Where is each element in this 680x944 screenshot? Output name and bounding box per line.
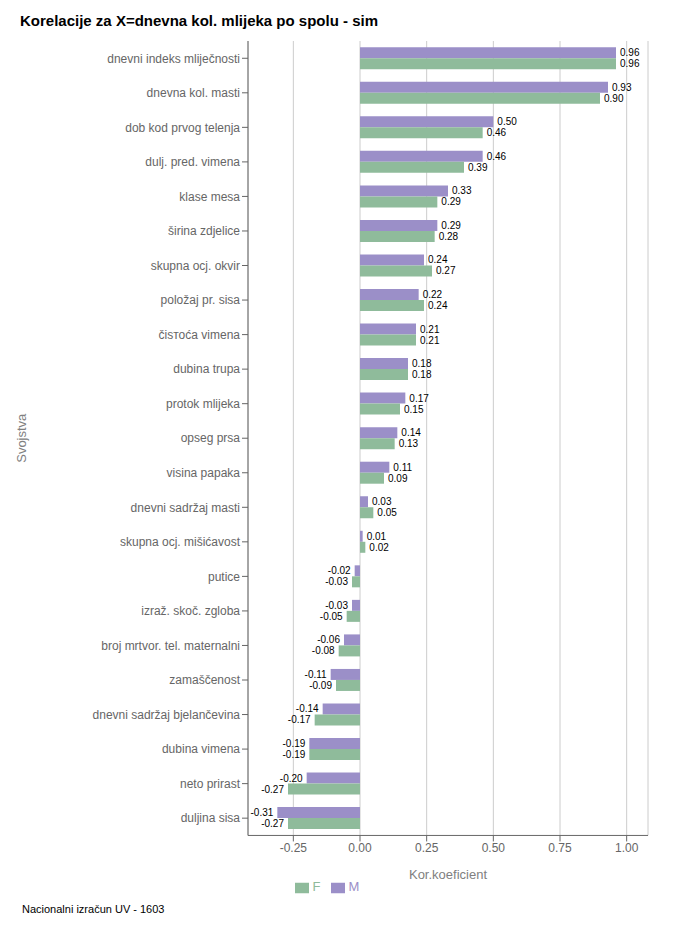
svg-text:0.03: 0.03 (372, 496, 392, 507)
svg-text:-0.27: -0.27 (261, 784, 284, 795)
svg-text:opseg prsa: opseg prsa (181, 431, 241, 445)
svg-text:broj mrtvor. tel. maternalni: broj mrtvor. tel. maternalni (101, 639, 240, 653)
svg-text:0.11: 0.11 (393, 462, 412, 473)
svg-text:dnevni indeks mliječnosti: dnevni indeks mliječnosti (107, 52, 240, 66)
svg-text:zamaščenost: zamaščenost (169, 673, 240, 687)
svg-text:Kor.koeficient: Kor.koeficient (409, 867, 487, 882)
svg-text:dnevni sadržaj bjelančevina: dnevni sadržaj bjelančevina (93, 708, 241, 722)
svg-text:dulj. pred. vimena: dulj. pred. vimena (145, 155, 240, 169)
svg-text:0.21: 0.21 (420, 324, 440, 335)
svg-text:čisтоća vimena: čisтоća vimena (159, 328, 241, 342)
svg-text:-0.17: -0.17 (288, 714, 311, 725)
svg-text:0.02: 0.02 (369, 542, 389, 553)
svg-text:0.25: 0.25 (415, 841, 439, 855)
html-text:F: F (312, 879, 321, 895)
svg-text:dubina trupa: dubina trupa (173, 362, 240, 376)
svg-text:dubina vimena: dubina vimena (162, 742, 240, 756)
svg-text:-0.14: -0.14 (296, 703, 319, 714)
svg-text:dnevni sadržaj masti: dnevni sadržaj masti (131, 501, 240, 515)
svg-text:0.96: 0.96 (620, 47, 640, 58)
svg-text:0.96: 0.96 (620, 58, 640, 69)
html-text:M: M (348, 879, 360, 895)
svg-text:0.28: 0.28 (439, 231, 459, 242)
svg-text:-0.25: -0.25 (280, 841, 308, 855)
svg-text:0.50: 0.50 (497, 116, 517, 127)
svg-text:-0.11: -0.11 (305, 669, 327, 680)
svg-text:0.75: 0.75 (548, 841, 572, 855)
svg-text:0.18: 0.18 (412, 358, 432, 369)
svg-text:-0.09: -0.09 (309, 680, 332, 691)
svg-text:-0.05: -0.05 (320, 611, 343, 622)
svg-text:0.13: 0.13 (399, 438, 419, 449)
svg-text:-0.06: -0.06 (317, 634, 340, 645)
svg-text:skupna ocj. mišićavost: skupna ocj. mišićavost (120, 535, 241, 549)
svg-text:0.29: 0.29 (441, 196, 461, 207)
html-text:Nacionalni izračun UV - 1603: Nacionalni izračun UV - 1603 (22, 903, 165, 915)
svg-text:-0.02: -0.02 (328, 565, 351, 576)
svg-text:0.50: 0.50 (482, 841, 506, 855)
svg-text:dnevna kol. masti: dnevna kol. masti (147, 86, 240, 100)
svg-text:neto prirast: neto prirast (180, 777, 241, 791)
svg-text:0.90: 0.90 (604, 93, 624, 104)
svg-text:-0.19: -0.19 (283, 749, 306, 760)
svg-text:dob kod prvog telenja: dob kod prvog telenja (125, 121, 240, 135)
svg-text:0.24: 0.24 (428, 254, 448, 265)
svg-text:-0.03: -0.03 (325, 600, 348, 611)
svg-text:0.22: 0.22 (423, 289, 443, 300)
svg-text:klase mesa: klase mesa (179, 190, 240, 204)
svg-text:putice: putice (208, 570, 240, 584)
svg-text:-0.27: -0.27 (261, 818, 284, 829)
svg-text:-0.31: -0.31 (251, 807, 274, 818)
svg-text:položaj pr. sisa: položaj pr. sisa (161, 293, 241, 307)
svg-text:0.33: 0.33 (452, 185, 472, 196)
svg-text:0.00: 0.00 (348, 841, 372, 855)
svg-text:0.15: 0.15 (404, 404, 424, 415)
svg-text:-0.19: -0.19 (283, 738, 306, 749)
svg-text:0.18: 0.18 (412, 369, 432, 380)
svg-text:0.46: 0.46 (487, 151, 507, 162)
svg-text:visina papaka: visina papaka (167, 466, 241, 480)
svg-text:skupna ocj. okvir: skupna ocj. okvir (151, 259, 240, 273)
svg-text:0.27: 0.27 (436, 265, 456, 276)
svg-text:0.29: 0.29 (441, 220, 461, 231)
svg-text:0.93: 0.93 (612, 82, 632, 93)
svg-text:0.05: 0.05 (377, 507, 397, 518)
svg-text:duljina sisa: duljina sisa (181, 811, 241, 825)
svg-text:izraž. skoč. zgloba: izraž. skoč. zgloba (141, 604, 240, 618)
svg-text:0.24: 0.24 (428, 300, 448, 311)
svg-text:-0.20: -0.20 (280, 773, 303, 784)
svg-text:0.46: 0.46 (487, 127, 507, 138)
svg-text:0.14: 0.14 (401, 427, 421, 438)
svg-text:0.09: 0.09 (388, 473, 408, 484)
svg-text:0.17: 0.17 (409, 393, 429, 404)
svg-text:0.01: 0.01 (367, 531, 387, 542)
svg-text:Svojstva: Svojstva (14, 413, 29, 463)
svg-text:širina zdjelice: širina zdjelice (168, 224, 240, 238)
svg-text:-0.03: -0.03 (325, 576, 348, 587)
svg-text:protok mlijeka: protok mlijeka (166, 397, 240, 411)
svg-text:1.00: 1.00 (615, 841, 639, 855)
html-text:Korelacije za X=dnevna kol. ml: Korelacije za X=dnevna kol. mlijeka po s… (20, 12, 378, 29)
svg-text:0.39: 0.39 (468, 162, 488, 173)
svg-text:0.21: 0.21 (420, 335, 440, 346)
svg-text:-0.08: -0.08 (312, 645, 335, 656)
